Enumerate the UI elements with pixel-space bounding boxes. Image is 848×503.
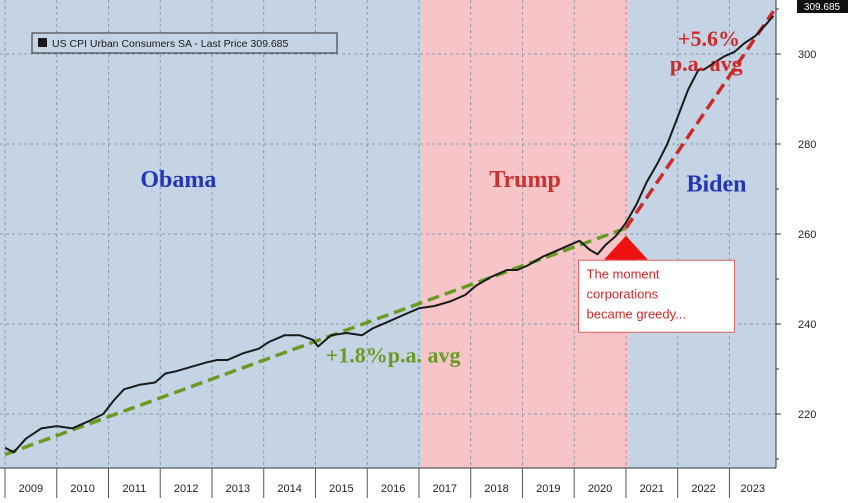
- annotation-box: [578, 259, 736, 333]
- x-tick-label: 2020: [588, 483, 612, 495]
- x-tick-label: 2017: [433, 483, 457, 495]
- legend-box: [31, 32, 338, 54]
- y-tick-label: 280: [798, 139, 816, 151]
- annotation-text-line: corporations: [587, 286, 659, 301]
- trendline-label-line: +1.8%p.a. avg: [326, 342, 461, 367]
- legend-swatch: [38, 38, 47, 47]
- y-tick-label: 260: [798, 229, 816, 241]
- x-tick-label: 2023: [740, 483, 764, 495]
- x-tick-label: 2009: [19, 483, 43, 495]
- x-axis-panel: [0, 468, 848, 498]
- last-price-badge-label: 309.685: [804, 2, 841, 13]
- period-label-obama: Obama: [140, 167, 216, 193]
- trendline-label-2: +5.6% p.a. avg: [670, 26, 743, 76]
- x-tick-label: 2018: [484, 483, 508, 495]
- x-tick-label: 2016: [381, 483, 405, 495]
- x-tick-label: 2012: [174, 483, 198, 495]
- trendline-label-1: +1.8%p.a. avg: [326, 342, 461, 367]
- y-axis-panel: [776, 0, 848, 468]
- trendline-label-line: +5.6%: [678, 26, 740, 51]
- x-tick-label: 2011: [123, 483, 147, 495]
- period-label-biden: Biden: [686, 171, 746, 197]
- x-tick-label: 2015: [329, 483, 353, 495]
- x-tick-label: 2019: [536, 483, 560, 495]
- y-tick-label: 220: [798, 409, 816, 421]
- period-label-trump: Trump: [489, 167, 561, 193]
- trendline-label-line: p.a. avg: [670, 51, 743, 76]
- y-tick-label: 300: [798, 49, 816, 61]
- x-tick-label: 2021: [640, 483, 664, 495]
- trendline-1: [4, 226, 627, 457]
- cpi-series-line: [4, 15, 775, 454]
- annotation-text-line: The moment: [587, 266, 660, 281]
- x-tick-label: 2010: [70, 483, 94, 495]
- x-tick-label: 2022: [691, 483, 715, 495]
- annotation-text-line: became greedy...: [587, 306, 686, 321]
- trendline-2: [624, 10, 775, 230]
- y-tick-label: 240: [798, 319, 816, 331]
- legend-label: US CPI Urban Consumers SA - Last Price 3…: [52, 38, 289, 50]
- last-price-badge: [797, 0, 848, 13]
- x-tick-label: 2014: [277, 483, 301, 495]
- x-tick-label: 2013: [226, 483, 250, 495]
- annotation-text: The moment corporations became greedy...: [587, 266, 686, 321]
